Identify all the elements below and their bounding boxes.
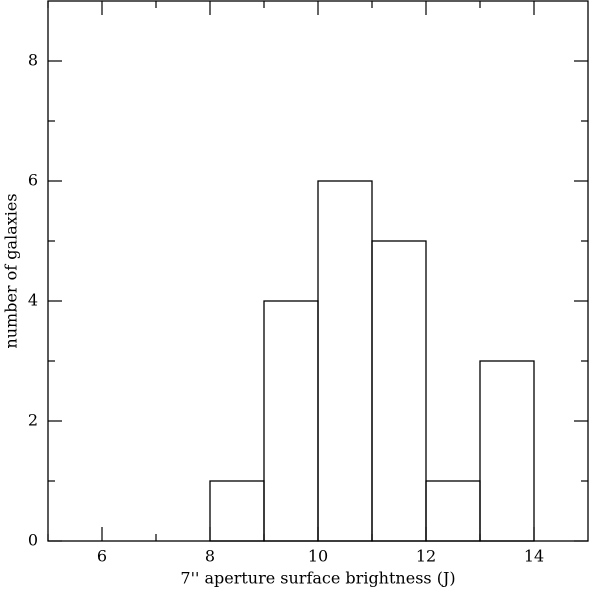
x-tick-label: 8 — [205, 547, 215, 566]
y-tick-label: 4 — [28, 291, 38, 310]
x-tick-label: 14 — [524, 547, 544, 566]
bar — [317, 180, 373, 542]
y-tick-label: 6 — [28, 171, 38, 190]
bar — [479, 360, 535, 542]
bar — [425, 480, 481, 542]
y-tick-label: 0 — [28, 531, 38, 550]
bar — [263, 300, 319, 542]
x-tick-label: 10 — [308, 547, 328, 566]
x-tick-label: 6 — [97, 547, 107, 566]
x-axis-label: 7'' aperture surface brightness (J) — [180, 569, 455, 588]
x-tick-label: 12 — [416, 547, 436, 566]
bar — [209, 480, 265, 542]
bar — [371, 240, 427, 542]
y-tick-label: 8 — [28, 51, 38, 70]
y-tick-label: 2 — [28, 411, 38, 430]
y-axis-label: number of galaxies — [2, 193, 21, 348]
